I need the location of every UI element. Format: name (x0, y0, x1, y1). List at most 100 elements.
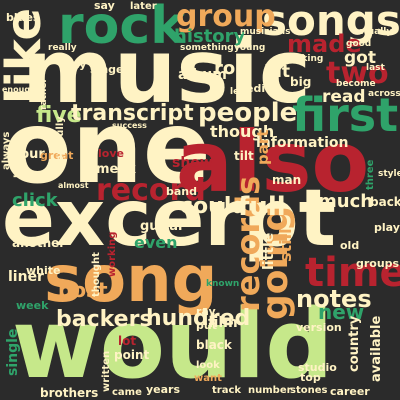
word-even: even (134, 233, 178, 252)
word-success: success (112, 121, 147, 130)
word-group: group (176, 0, 276, 34)
word-last: last (366, 63, 385, 73)
word-two: two (326, 56, 389, 91)
word-music: music (22, 20, 312, 123)
word-way: way (62, 58, 87, 71)
word-country: country (347, 315, 362, 372)
word-written: written (101, 350, 112, 392)
word-groups: groups (356, 257, 400, 270)
word-known: known (206, 279, 240, 289)
word-black: black (196, 338, 232, 352)
word-show: show (172, 155, 213, 171)
word-young: young (234, 43, 266, 53)
word-time: time (305, 250, 400, 296)
word-song: song (44, 243, 218, 317)
word-working: working (107, 231, 118, 277)
word-want: want (194, 373, 222, 384)
word-click: click (12, 190, 58, 211)
word-part: part (254, 129, 272, 165)
word-liner: liner (8, 269, 44, 285)
word-back: back (370, 195, 400, 209)
word-film: film (208, 315, 238, 331)
word-really: really (48, 43, 77, 53)
word-five: five (36, 103, 82, 128)
word-information: information (256, 135, 349, 151)
word-become: become (336, 79, 376, 89)
word-actually: actually (352, 27, 393, 37)
word-post: post (58, 278, 108, 302)
word-three: three (365, 159, 376, 190)
word-career: career (330, 385, 370, 398)
word-always: always (1, 131, 12, 170)
word-stones: stones (290, 385, 328, 396)
word-style: style (378, 169, 400, 179)
word-brothers: brothers (40, 386, 99, 400)
word-another: another (12, 236, 66, 250)
word-single: single (5, 328, 21, 376)
word-people: people (198, 98, 298, 128)
word-rather: rather (39, 78, 49, 110)
word-could: could (180, 194, 248, 219)
word-also: also (176, 113, 370, 211)
word-old: old (340, 239, 360, 252)
word-love: love (98, 147, 124, 160)
word-got: got (344, 48, 376, 68)
word-play: play (374, 221, 400, 234)
word-meek: meek (96, 162, 136, 177)
word-track: track (212, 385, 242, 396)
word-white: white (26, 264, 61, 277)
word-though: though (210, 122, 275, 141)
word-album: album (178, 67, 227, 83)
word-number: number (248, 385, 292, 396)
word-still: still (276, 228, 295, 262)
word-history: history (174, 26, 246, 47)
word-something: something (180, 43, 234, 53)
word-came: came (112, 387, 142, 398)
word-would: would (12, 290, 334, 400)
word-little: little (261, 232, 277, 270)
word-week: week (16, 299, 49, 312)
word-tilt: tilt (234, 149, 254, 163)
word-ray: ray (196, 305, 216, 318)
word-record: record (96, 173, 206, 208)
word-years: years (146, 383, 181, 396)
word-backers: backers (56, 307, 153, 332)
word-say: say (94, 0, 115, 12)
word-guitar: guitar (140, 219, 185, 234)
word-one: one (3, 89, 211, 206)
word-hundred: hundred (146, 306, 251, 331)
word-looks: looks (13, 148, 24, 178)
word-notes: notes (296, 285, 372, 313)
word-studio: studio (298, 361, 337, 374)
word-lot: lot (118, 334, 137, 348)
word-roll: roll (214, 58, 248, 79)
word-top: top (300, 371, 321, 384)
word-hit: hit (264, 62, 291, 82)
word-new: new (318, 300, 365, 324)
word-making: making (286, 54, 324, 64)
word-later: later (130, 1, 157, 12)
word-transcript: transcript (71, 101, 194, 126)
word-across: across (368, 89, 400, 99)
word-lead: lead (230, 87, 252, 97)
word-blues: blues (6, 11, 40, 24)
word-man: man (272, 173, 302, 187)
word-band: band (166, 185, 198, 198)
word-thought: thought (91, 252, 102, 297)
word-first: first (292, 88, 399, 142)
word-big: big (290, 75, 312, 89)
word-edit: edit (246, 82, 271, 95)
word-version: version (296, 321, 342, 334)
word-hopefully: hopefully (55, 116, 66, 169)
word-put: put (196, 319, 217, 332)
word-rock: rock (58, 0, 185, 56)
word-read: read (322, 87, 366, 107)
word-tour: tour (14, 147, 45, 162)
word-enough: enough (2, 85, 36, 94)
word-full: full (238, 192, 286, 222)
word-musicians: musicians (240, 27, 291, 37)
word-much: much (318, 191, 374, 212)
word-look: look (196, 360, 220, 371)
word-singer: singer (90, 63, 129, 76)
